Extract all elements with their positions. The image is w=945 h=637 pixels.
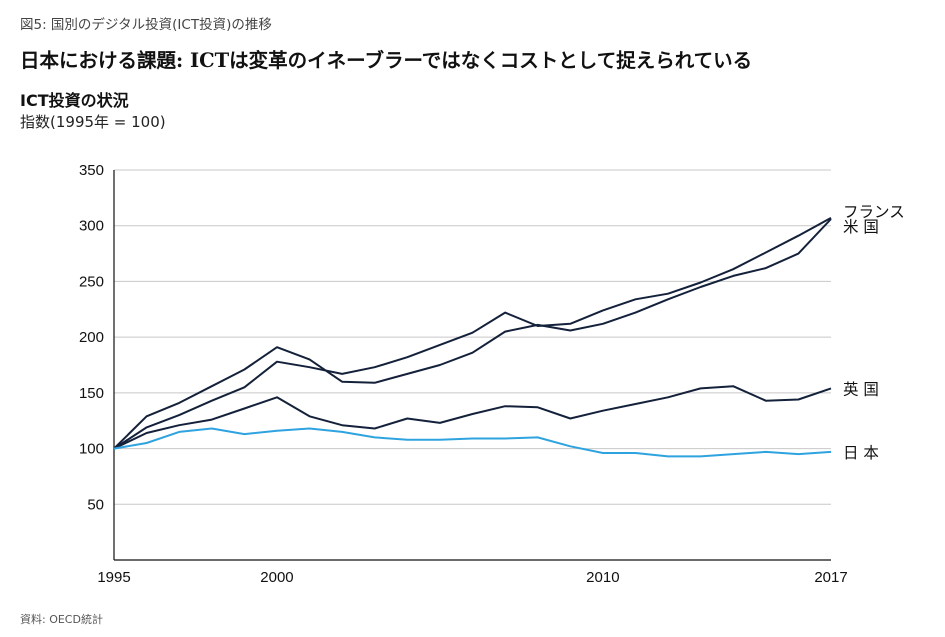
series-label-4: 日 本 (843, 444, 879, 462)
tick-labels: 50 100 150 200 250 300 350 1995 2000 2010 2017 (79, 162, 848, 586)
y-tick-label: 350 (79, 162, 104, 179)
series-label-3: 英 国 (843, 380, 879, 398)
chart-headline: 日本における課題: ICTは変革のイネーブラーではなくコストとして捉えられている (20, 49, 753, 72)
series-line-1 (113, 218, 832, 450)
axes (113, 170, 831, 561)
series-line-4 (113, 427, 832, 458)
y-tick-label: 200 (79, 329, 104, 346)
y-tick-label: 150 (79, 385, 104, 402)
series-line-3 (113, 385, 832, 450)
x-tick-label: 2000 (260, 569, 293, 586)
series-line-2 (113, 217, 832, 450)
series-label-1: フランス (843, 203, 905, 221)
chart-title: ICT投資の状況 (20, 91, 129, 110)
series-lines (113, 217, 832, 458)
source-note: 資料: OECD統計 (20, 613, 103, 626)
chart-subtitle: 指数(1995年 = 100) (20, 113, 166, 131)
y-tick-label: 250 (79, 273, 104, 290)
x-tick-label: 1995 (97, 569, 130, 586)
x-tick-label: 2017 (814, 569, 847, 586)
y-tick-label: 100 (79, 441, 104, 458)
figure-label: 図5: 国別のデジタル投資(ICT投資)の推移 (20, 17, 272, 33)
y-tick-label: 50 (87, 496, 104, 513)
series-label-2: 米 国 (843, 218, 879, 236)
x-tick-label: 2010 (586, 569, 619, 586)
y-tick-label: 300 (79, 218, 104, 235)
